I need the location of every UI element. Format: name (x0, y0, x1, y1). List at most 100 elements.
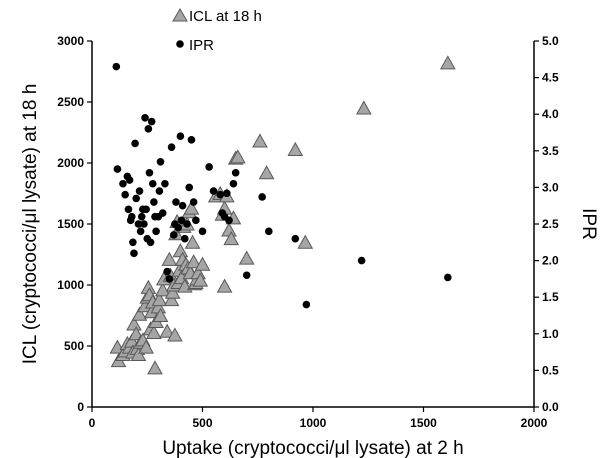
legend-triangle-marker (172, 8, 188, 22)
ipr-data-point (258, 193, 266, 201)
y-tick-label: 0 (77, 400, 84, 414)
icl-data-point (223, 230, 240, 246)
icl-data-point (138, 339, 154, 354)
icl-data-point (109, 339, 126, 354)
legend-label-ipr: IPR (189, 37, 214, 54)
icl-data-point (192, 272, 209, 287)
y2-tick-label: 3.5 (542, 144, 559, 158)
y-tick-label: 2500 (57, 95, 84, 109)
ipr-data-point (147, 117, 156, 126)
icl-data-point (130, 346, 147, 361)
icl-data-point (355, 100, 372, 115)
icl-data-point (439, 55, 456, 70)
ipr-data-point (165, 275, 174, 283)
ipr-data-point (187, 136, 196, 144)
ipr-data-point (142, 205, 150, 214)
icl-data-point (184, 234, 201, 249)
ipr-data-point (141, 114, 149, 122)
ipr-data-point (135, 187, 144, 195)
icl-data-point (151, 291, 168, 307)
ipr-data-point (216, 190, 224, 199)
ipr-data-point (132, 194, 140, 203)
ipr-data-point (155, 187, 164, 195)
y-tick-label: 2000 (57, 156, 84, 170)
y-tick-label: 1000 (57, 278, 84, 292)
axes-layer (91, 41, 535, 408)
icl-data-point (221, 222, 237, 237)
ipr-data-point (231, 168, 240, 177)
y2-tick-label: 4.5 (542, 71, 559, 85)
y2-tick-label: 1.0 (542, 327, 559, 341)
ipr-data-point (174, 223, 182, 232)
ipr-data-point (113, 165, 122, 173)
icl-data-point (287, 141, 304, 157)
x-tick-label: 500 (192, 416, 212, 430)
icl-data-point (131, 306, 148, 321)
ipr-data-point (130, 249, 138, 258)
y2-tick-label: 5.0 (542, 34, 559, 48)
ipr-data-point (124, 205, 133, 214)
ipr-data-point (176, 132, 185, 140)
x-tick-label: 0 (89, 416, 96, 430)
ipr-data-point (265, 227, 273, 236)
ipr-data-point (183, 220, 191, 228)
ipr-data-point (119, 179, 127, 188)
legend-label-icl: ICL at 18 h (189, 8, 262, 25)
ipr-data-point (178, 201, 187, 210)
icl-data-point (238, 250, 255, 265)
y2-tick-label: 2.0 (542, 254, 559, 268)
ticks-layer: 0 500 1000 1500 2000 0 500 1000 1500 2000 2500 3000… (57, 34, 559, 430)
icl-data-point (164, 284, 181, 299)
icl-data-point (161, 251, 178, 266)
y-tick-label: 500 (64, 339, 84, 353)
ipr-data-point (444, 273, 452, 282)
ipr-data-point (172, 198, 180, 206)
ipr-data-point (148, 179, 157, 188)
ipr-data-point (225, 216, 233, 225)
y2-tick-label: 4.0 (542, 107, 559, 121)
icl-data-point (126, 316, 142, 331)
icl-data-point (147, 360, 163, 375)
icl-data-point (216, 278, 233, 293)
ipr-data-point (223, 189, 231, 198)
ipr-data-point (205, 163, 213, 171)
right-y-axis-title: IPR (578, 208, 599, 240)
icl-data-point (172, 243, 189, 258)
points-layer (109, 55, 456, 375)
y2-tick-label: 0.5 (542, 363, 559, 377)
icl-data-point (185, 254, 202, 269)
ipr-data-point (129, 238, 137, 247)
ipr-data-point (112, 62, 121, 71)
ipr-data-point (150, 198, 158, 206)
ipr-data-point (198, 227, 207, 236)
ipr-data-point (357, 256, 366, 265)
ipr-data-point (163, 267, 171, 276)
ipr-data-point (134, 220, 143, 228)
left-y-axis-title: ICL (cryptococci/μl lysate) at 18 h (20, 84, 41, 365)
icl-data-point (159, 323, 175, 338)
ipr-data-point (131, 139, 139, 148)
icl-data-point (252, 133, 268, 148)
ipr-data-point (185, 183, 194, 192)
ipr-data-point (121, 190, 129, 199)
ipr-data-point (158, 209, 167, 217)
ipr-data-point (209, 187, 218, 195)
ipr-data-point (140, 220, 148, 228)
x-tick-label: 2000 (521, 416, 548, 430)
icl-data-point (297, 234, 314, 249)
legend-circle-marker (176, 40, 184, 48)
ipr-data-point (125, 176, 134, 184)
ipr-data-point (167, 143, 176, 151)
legend: ICL at 18 h IPR (172, 8, 262, 54)
ipr-data-point (152, 227, 160, 236)
x-tick-label: 1500 (410, 416, 437, 430)
ipr-data-point (169, 231, 178, 239)
y-tick-label: 1500 (57, 217, 84, 231)
ipr-data-point (137, 212, 146, 221)
ipr-data-point (144, 125, 153, 133)
ipr-data-point (145, 168, 154, 177)
icl-data-point (154, 282, 171, 297)
icl-data-point (230, 149, 246, 164)
ipr-data-point (161, 179, 169, 188)
icl-data-point (183, 200, 200, 215)
